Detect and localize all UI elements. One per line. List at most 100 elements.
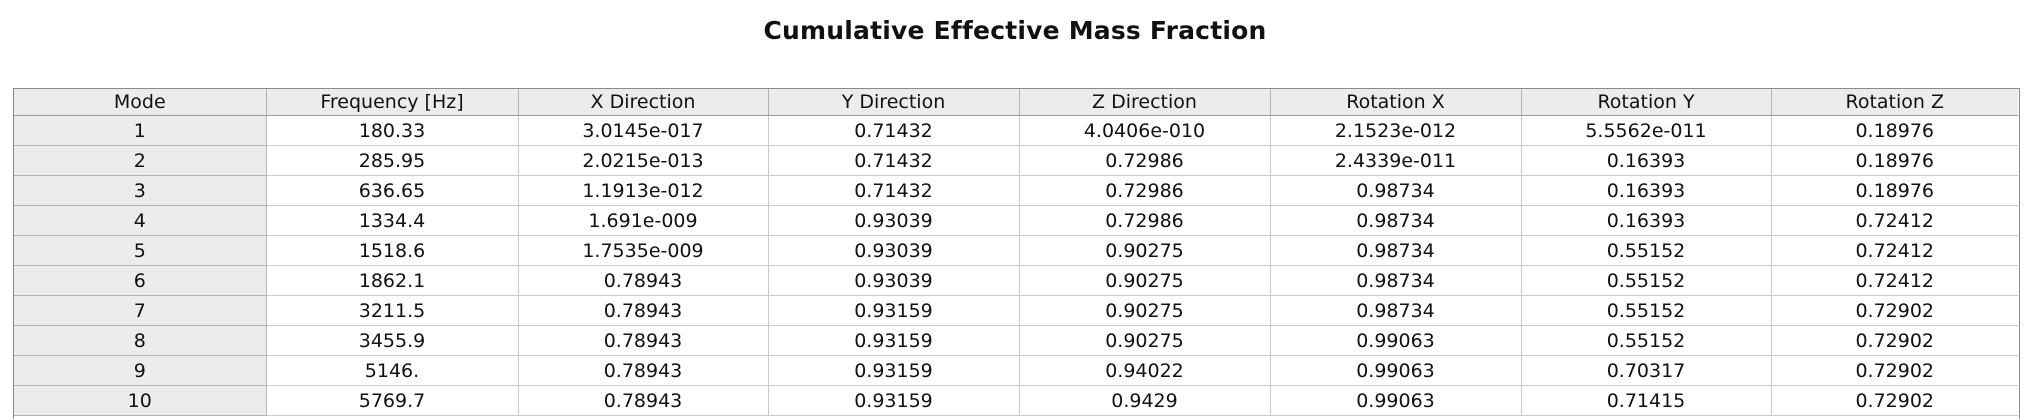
- cell-frequency[interactable]: 3455.9: [266, 325, 519, 356]
- cell-y-direction[interactable]: 0.93159: [768, 295, 1020, 326]
- cell-rotation-x[interactable]: 0.98734: [1270, 205, 1522, 236]
- cell-mode[interactable]: 2: [14, 145, 267, 176]
- cell-frequency[interactable]: 5769.7: [266, 385, 519, 416]
- cell-rotation-z[interactable]: 0.72412: [1771, 235, 2018, 266]
- cell-rotation-z[interactable]: 0.18976: [1771, 175, 2018, 206]
- table-row[interactable]: 7 3211.5 0.78943 0.93159 0.90275 0.98734 0.551…: [14, 295, 2018, 326]
- cell-x-direction[interactable]: 1.7535e-009: [518, 235, 769, 266]
- cell-z-direction[interactable]: 0.94022: [1019, 355, 1271, 386]
- cell-rotation-x[interactable]: 0.98734: [1270, 235, 1522, 266]
- cell-x-direction[interactable]: 3.0145e-017: [518, 115, 769, 146]
- cell-rotation-y[interactable]: 0.55152: [1521, 325, 1772, 356]
- cell-frequency[interactable]: 5146.: [266, 355, 519, 386]
- cell-rotation-x[interactable]: 0.98734: [1270, 265, 1522, 296]
- table-body: 1 180.33 3.0145e-017 0.71432 4.0406e-010 2.15…: [14, 115, 2018, 416]
- cell-rotation-x[interactable]: 2.4339e-011: [1270, 145, 1522, 176]
- cell-rotation-y[interactable]: 0.55152: [1521, 235, 1772, 266]
- cell-x-direction[interactable]: 0.78943: [518, 325, 769, 356]
- cell-z-direction[interactable]: 0.90275: [1019, 295, 1271, 326]
- cell-y-direction[interactable]: 0.71432: [768, 115, 1020, 146]
- cell-rotation-z[interactable]: 0.72412: [1771, 205, 2018, 236]
- cell-rotation-y[interactable]: 0.16393: [1521, 205, 1772, 236]
- cell-rotation-x[interactable]: 0.98734: [1270, 175, 1522, 206]
- cell-z-direction[interactable]: 0.90275: [1019, 265, 1271, 296]
- cell-z-direction[interactable]: 0.72986: [1019, 175, 1271, 206]
- cell-rotation-z[interactable]: 0.72902: [1771, 325, 2018, 356]
- cell-x-direction[interactable]: 2.0215e-013: [518, 145, 769, 176]
- column-header-rotation-y[interactable]: Rotation Y: [1521, 89, 1772, 116]
- cell-x-direction[interactable]: 1.691e-009: [518, 205, 769, 236]
- table-row[interactable]: 4 1334.4 1.691e-009 0.93039 0.72986 0.98734 0.…: [14, 205, 2018, 236]
- cell-y-direction[interactable]: 0.93039: [768, 205, 1020, 236]
- cell-rotation-y[interactable]: 0.55152: [1521, 295, 1772, 326]
- cell-z-direction[interactable]: 0.9429: [1019, 385, 1271, 416]
- cell-mode[interactable]: 1: [14, 115, 267, 146]
- cell-z-direction[interactable]: 0.90275: [1019, 325, 1271, 356]
- column-header-frequency[interactable]: Frequency [Hz]: [266, 89, 519, 116]
- table-row[interactable]: 1 180.33 3.0145e-017 0.71432 4.0406e-010 2.15…: [14, 115, 2018, 146]
- cell-mode[interactable]: 6: [14, 265, 267, 296]
- cell-rotation-z[interactable]: 0.72902: [1771, 295, 2018, 326]
- cell-y-direction[interactable]: 0.93039: [768, 265, 1020, 296]
- cell-rotation-y[interactable]: 0.71415: [1521, 385, 1772, 416]
- cell-mode[interactable]: 5: [14, 235, 267, 266]
- column-header-y-direction[interactable]: Y Direction: [768, 89, 1020, 116]
- cell-rotation-y[interactable]: 0.55152: [1521, 265, 1772, 296]
- cell-rotation-y[interactable]: 0.70317: [1521, 355, 1772, 386]
- table-row[interactable]: 10 5769.7 0.78943 0.93159 0.9429 0.99063 0.714…: [14, 385, 2018, 416]
- cell-rotation-x[interactable]: 0.99063: [1270, 355, 1522, 386]
- cell-rotation-y[interactable]: 0.16393: [1521, 145, 1772, 176]
- cell-rotation-z[interactable]: 0.72902: [1771, 385, 2018, 416]
- cell-mode[interactable]: 7: [14, 295, 267, 326]
- cell-frequency[interactable]: 1518.6: [266, 235, 519, 266]
- cell-rotation-z[interactable]: 0.18976: [1771, 115, 2018, 146]
- cell-frequency[interactable]: 1334.4: [266, 205, 519, 236]
- cell-x-direction[interactable]: 0.78943: [518, 295, 769, 326]
- cell-frequency[interactable]: 180.33: [266, 115, 519, 146]
- table-row[interactable]: 5 1518.6 1.7535e-009 0.93039 0.90275 0.98734 0…: [14, 235, 2018, 266]
- cell-rotation-x[interactable]: 0.99063: [1270, 325, 1522, 356]
- column-header-rotation-z[interactable]: Rotation Z: [1771, 89, 2018, 116]
- cell-x-direction[interactable]: 0.78943: [518, 385, 769, 416]
- cell-frequency[interactable]: 3211.5: [266, 295, 519, 326]
- cell-rotation-y[interactable]: 5.5562e-011: [1521, 115, 1772, 146]
- cell-y-direction[interactable]: 0.93159: [768, 355, 1020, 386]
- cell-rotation-x[interactable]: 2.1523e-012: [1270, 115, 1522, 146]
- cell-y-direction[interactable]: 0.71432: [768, 175, 1020, 206]
- cell-frequency[interactable]: 636.65: [266, 175, 519, 206]
- cell-rotation-z[interactable]: 0.72902: [1771, 355, 2018, 386]
- cell-rotation-z[interactable]: 0.72412: [1771, 265, 2018, 296]
- cell-rotation-y[interactable]: 0.16393: [1521, 175, 1772, 206]
- cell-rotation-x[interactable]: 0.98734: [1270, 295, 1522, 326]
- column-header-z-direction[interactable]: Z Direction: [1019, 89, 1271, 116]
- cell-z-direction[interactable]: 0.72986: [1019, 145, 1271, 176]
- cell-mode[interactable]: 4: [14, 205, 267, 236]
- table-row[interactable]: 2 285.95 2.0215e-013 0.71432 0.72986 2.4339e-…: [14, 145, 2018, 176]
- table-row[interactable]: 9 5146. 0.78943 0.93159 0.94022 0.99063 0.7031…: [14, 355, 2018, 386]
- cell-mode[interactable]: 9: [14, 355, 267, 386]
- cell-mode[interactable]: 3: [14, 175, 267, 206]
- cell-x-direction[interactable]: 0.78943: [518, 355, 769, 386]
- cell-y-direction[interactable]: 0.93159: [768, 325, 1020, 356]
- table-row[interactable]: 8 3455.9 0.78943 0.93159 0.90275 0.99063 0.551…: [14, 325, 2018, 356]
- cell-x-direction[interactable]: 1.1913e-012: [518, 175, 769, 206]
- cell-mode[interactable]: 8: [14, 325, 267, 356]
- mass-fraction-table-container[interactable]: Mode Frequency [Hz] X Direction Y Direct…: [13, 88, 2020, 419]
- column-header-x-direction[interactable]: X Direction: [518, 89, 769, 116]
- cell-frequency[interactable]: 1862.1: [266, 265, 519, 296]
- cell-y-direction[interactable]: 0.93039: [768, 235, 1020, 266]
- cell-rotation-x[interactable]: 0.99063: [1270, 385, 1522, 416]
- cell-x-direction[interactable]: 0.78943: [518, 265, 769, 296]
- table-row[interactable]: 6 1862.1 0.78943 0.93039 0.90275 0.98734 0.551…: [14, 265, 2018, 296]
- cell-frequency[interactable]: 285.95: [266, 145, 519, 176]
- column-header-rotation-x[interactable]: Rotation X: [1270, 89, 1522, 116]
- cell-y-direction[interactable]: 0.71432: [768, 145, 1020, 176]
- cell-rotation-z[interactable]: 0.18976: [1771, 145, 2018, 176]
- cell-z-direction[interactable]: 0.90275: [1019, 235, 1271, 266]
- column-header-mode[interactable]: Mode: [14, 89, 267, 116]
- table-row[interactable]: 3 636.65 1.1913e-012 0.71432 0.72986 0.98734 0…: [14, 175, 2018, 206]
- cell-y-direction[interactable]: 0.93159: [768, 385, 1020, 416]
- cell-z-direction[interactable]: 4.0406e-010: [1019, 115, 1271, 146]
- cell-z-direction[interactable]: 0.72986: [1019, 205, 1271, 236]
- cell-mode[interactable]: 10: [14, 385, 267, 416]
